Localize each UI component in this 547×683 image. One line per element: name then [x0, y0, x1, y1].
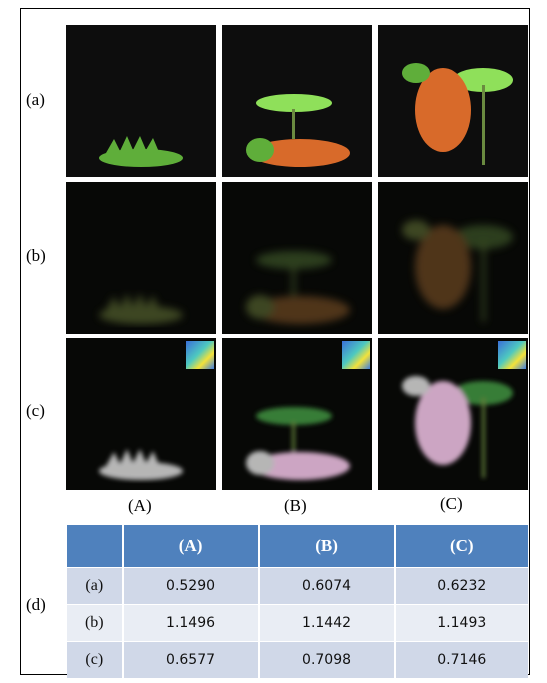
- column-label: (B): [284, 496, 307, 516]
- inset-map: [186, 341, 214, 369]
- header-row: (A) (B) (C): [67, 525, 528, 568]
- header-cell: [67, 525, 123, 568]
- dinosaur-head: [402, 220, 430, 240]
- dinosaur-head: [246, 451, 274, 475]
- column-label: (A): [128, 496, 152, 516]
- tree-trunk: [292, 266, 295, 296]
- photo: [66, 338, 216, 490]
- table-cell: 0.6232: [395, 568, 528, 605]
- tree-trunk: [482, 242, 485, 322]
- photo: [66, 182, 216, 334]
- header-cell: (A): [123, 525, 259, 568]
- row-header: (b): [67, 605, 123, 642]
- photo: [66, 25, 216, 177]
- dinosaur-head: [402, 376, 430, 396]
- tree-trunk: [292, 109, 295, 139]
- row-header: (a): [67, 568, 123, 605]
- header-cell: (C): [395, 525, 528, 568]
- table-cell: 0.7098: [259, 642, 395, 679]
- table-cell: 1.1493: [395, 605, 528, 642]
- tree-trunk: [482, 85, 485, 165]
- photo: [222, 338, 372, 490]
- photo: [222, 182, 372, 334]
- dinosaur-head: [246, 138, 274, 162]
- tree-trunk: [482, 398, 485, 478]
- photo: [378, 25, 528, 177]
- table-cell: 0.7146: [395, 642, 528, 679]
- column-label: (C): [440, 494, 463, 514]
- header-cell: (B): [259, 525, 395, 568]
- table-cell: 1.1442: [259, 605, 395, 642]
- table-cell: 1.1496: [123, 605, 259, 642]
- dinosaur-head: [402, 63, 430, 83]
- inset-map: [342, 341, 370, 369]
- inset-map: [498, 341, 526, 369]
- photo: [378, 338, 528, 490]
- row-label: (c): [26, 401, 45, 421]
- row-header: (c): [67, 642, 123, 679]
- table-label: (d): [26, 595, 46, 615]
- tree-trunk: [292, 422, 295, 452]
- photo: [222, 25, 372, 177]
- photo: [378, 182, 528, 334]
- figure: (a) (b) (c) (A) (B) (C) (d) (A) (B) (C) …: [0, 0, 547, 683]
- table-cell: 0.5290: [123, 568, 259, 605]
- dinosaur-head: [246, 295, 274, 319]
- table-cell: 0.6074: [259, 568, 395, 605]
- row-label: (b): [26, 246, 46, 266]
- row-label: (a): [26, 90, 45, 110]
- table-cell: 0.6577: [123, 642, 259, 679]
